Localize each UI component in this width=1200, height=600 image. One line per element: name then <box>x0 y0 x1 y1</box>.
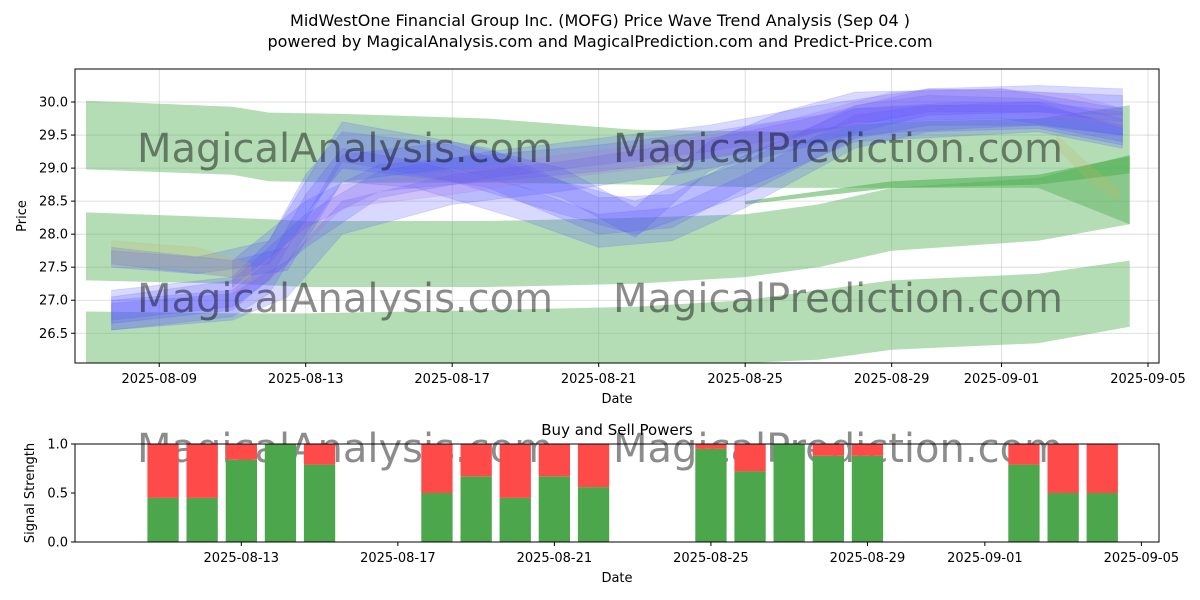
sell-bar-2025-08-20 <box>499 444 531 498</box>
buy-bar-2025-08-29 <box>851 455 884 542</box>
signal-x-tick-label-0: 2025-08-13 <box>204 551 280 566</box>
buy-bar-2025-09-04 <box>1086 493 1118 542</box>
wave-band-wave-10 <box>1056 133 1120 203</box>
signal-bars <box>147 444 1118 542</box>
wave-band-wave-3 <box>111 101 1123 275</box>
sell-bar-2025-09-03 <box>1047 444 1079 493</box>
green-band-middle-channel <box>86 154 1130 287</box>
buy-bar-2025-08-15 <box>303 464 336 542</box>
sell-bar-2025-08-12 <box>186 444 218 498</box>
wave-band-wave-6 <box>232 84 1123 289</box>
price-y-tick-label-6: 29.5 <box>39 129 68 144</box>
sell-bar-2025-08-19 <box>460 444 492 477</box>
signal-y-ticks: 0.0 0.5 1.0 <box>47 438 75 551</box>
price-x-label: Date <box>601 392 632 407</box>
price-y-ticks: 26.5 27.0 27.5 28.0 28.5 29.0 29.5 30.0 <box>39 96 75 342</box>
price-y-label: Price <box>15 200 30 232</box>
price-x-tick-label-4: 2025-08-25 <box>707 372 783 387</box>
green-band-trend-line <box>745 156 1130 205</box>
green-band-lower-channel <box>86 260 1130 363</box>
sell-bar-2025-08-22 <box>577 444 610 488</box>
buy-bar-2025-08-21 <box>538 476 570 542</box>
wave-band-wave-8 <box>111 88 1123 278</box>
price-x-tick-label-5: 2025-08-29 <box>854 372 930 387</box>
price-y-tick-label-1: 27.0 <box>39 294 68 309</box>
sell-bar-2025-08-25 <box>695 444 727 449</box>
signal-y-tick-label-1: 0.5 <box>47 487 68 502</box>
sell-bar-2025-08-29 <box>851 444 884 456</box>
buy-bar-2025-08-18 <box>421 493 453 542</box>
sell-bar-2025-08-15 <box>303 444 336 465</box>
price-x-tick-label-6: 2025-09-01 <box>964 372 1040 387</box>
watermark-analysis-bottom: MagicalAnalysis.com <box>137 276 553 322</box>
buy-bar-2025-08-22 <box>577 487 610 542</box>
sell-bar-2025-08-21 <box>538 444 570 477</box>
signal-y-label: Signal Strength <box>23 443 38 543</box>
price-grid <box>75 69 1159 363</box>
wave-band-wave-1 <box>111 104 1123 331</box>
price-x-tick-label-1: 2025-08-13 <box>268 372 344 387</box>
signal-x-tick-label-4: 2025-08-29 <box>830 551 906 566</box>
signal-x-tick-label-5: 2025-09-01 <box>947 551 1023 566</box>
buy-bar-2025-08-11 <box>147 497 179 542</box>
green-channel-bands <box>86 100 1130 363</box>
buy-bar-2025-08-26 <box>734 471 766 542</box>
price-y-tick-label-5: 29.0 <box>39 162 68 177</box>
buy-bar-2025-08-12 <box>186 497 218 542</box>
buy-bar-2025-08-20 <box>499 497 531 542</box>
wave-bands <box>111 84 1123 331</box>
signal-chart: Buy and Sell Powers MagicalAnalysis.com … <box>23 421 1179 586</box>
buy-bar-2025-08-14 <box>264 444 297 542</box>
signal-y-tick-label-0: 0.0 <box>47 536 68 551</box>
figure-title-line2: powered by MagicalAnalysis.com and Magic… <box>267 32 932 51</box>
price-y-tick-label-0: 26.5 <box>39 327 68 342</box>
buy-bar-2025-08-28 <box>812 455 844 542</box>
signal-x-tick-label-1: 2025-08-17 <box>360 551 436 566</box>
price-watermarks: MagicalAnalysis.com MagicalPrediction.co… <box>137 126 1063 322</box>
signal-chart-title: Buy and Sell Powers <box>541 421 693 439</box>
wave-band-wave-9 <box>111 240 252 281</box>
figure-title-line1: MidWestOne Financial Group Inc. (MOFG) P… <box>290 11 910 30</box>
price-x-tick-label-7: 2025-09-05 <box>1110 372 1186 387</box>
signal-x-tick-label-6: 2025-09-05 <box>1104 551 1180 566</box>
price-y-tick-label-2: 27.5 <box>39 261 68 276</box>
signal-x-label: Date <box>601 571 632 586</box>
buy-bar-2025-08-25 <box>695 448 727 542</box>
watermark-prediction-top: MagicalPrediction.com <box>613 126 1063 172</box>
sell-bar-2025-08-13 <box>225 444 257 460</box>
price-y-tick-label-4: 28.5 <box>39 195 68 210</box>
price-y-tick-label-7: 30.0 <box>39 96 68 111</box>
sell-bar-2025-08-28 <box>812 444 844 456</box>
sell-bar-2025-08-11 <box>147 444 179 498</box>
price-x-tick-label-2: 2025-08-17 <box>414 372 490 387</box>
buy-bar-2025-09-02 <box>1008 464 1040 542</box>
buy-bar-2025-08-27 <box>773 444 805 542</box>
wave-band-wave-5 <box>111 88 1123 324</box>
watermark-prediction-bottom: MagicalPrediction.com <box>613 276 1063 322</box>
signal-y-tick-label-2: 1.0 <box>47 438 68 453</box>
wave-band-wave-7 <box>232 88 1123 295</box>
signal-x-tick-label-2: 2025-08-21 <box>517 551 593 566</box>
buy-bar-2025-09-03 <box>1047 493 1079 542</box>
signal-x-tick-label-3: 2025-08-25 <box>673 551 749 566</box>
price-x-tick-label-0: 2025-08-09 <box>121 372 197 387</box>
wave-band-wave-4 <box>111 101 1123 331</box>
price-x-tick-label-3: 2025-08-21 <box>561 372 637 387</box>
wave-band-wave-2 <box>111 94 1123 321</box>
sell-bar-2025-09-04 <box>1086 444 1118 493</box>
buy-bar-2025-08-13 <box>225 459 257 542</box>
sell-bar-2025-08-18 <box>421 444 453 493</box>
price-y-tick-label-3: 28.0 <box>39 228 68 243</box>
sell-bar-2025-09-02 <box>1008 444 1040 465</box>
green-band-upper-channel <box>86 100 1130 225</box>
price-x-ticks: 2025-08-09 2025-08-13 2025-08-17 2025-08-21… <box>121 363 1186 387</box>
watermark-analysis-top: MagicalAnalysis.com <box>137 126 553 172</box>
sell-bar-2025-08-26 <box>734 444 766 472</box>
price-chart: MagicalAnalysis.com MagicalPrediction.co… <box>15 68 1186 407</box>
price-plot-frame <box>74 68 1160 364</box>
buy-bar-2025-08-19 <box>460 476 492 542</box>
signal-x-ticks: 2025-08-13 2025-08-17 2025-08-21 2025-08-25… <box>204 542 1180 566</box>
